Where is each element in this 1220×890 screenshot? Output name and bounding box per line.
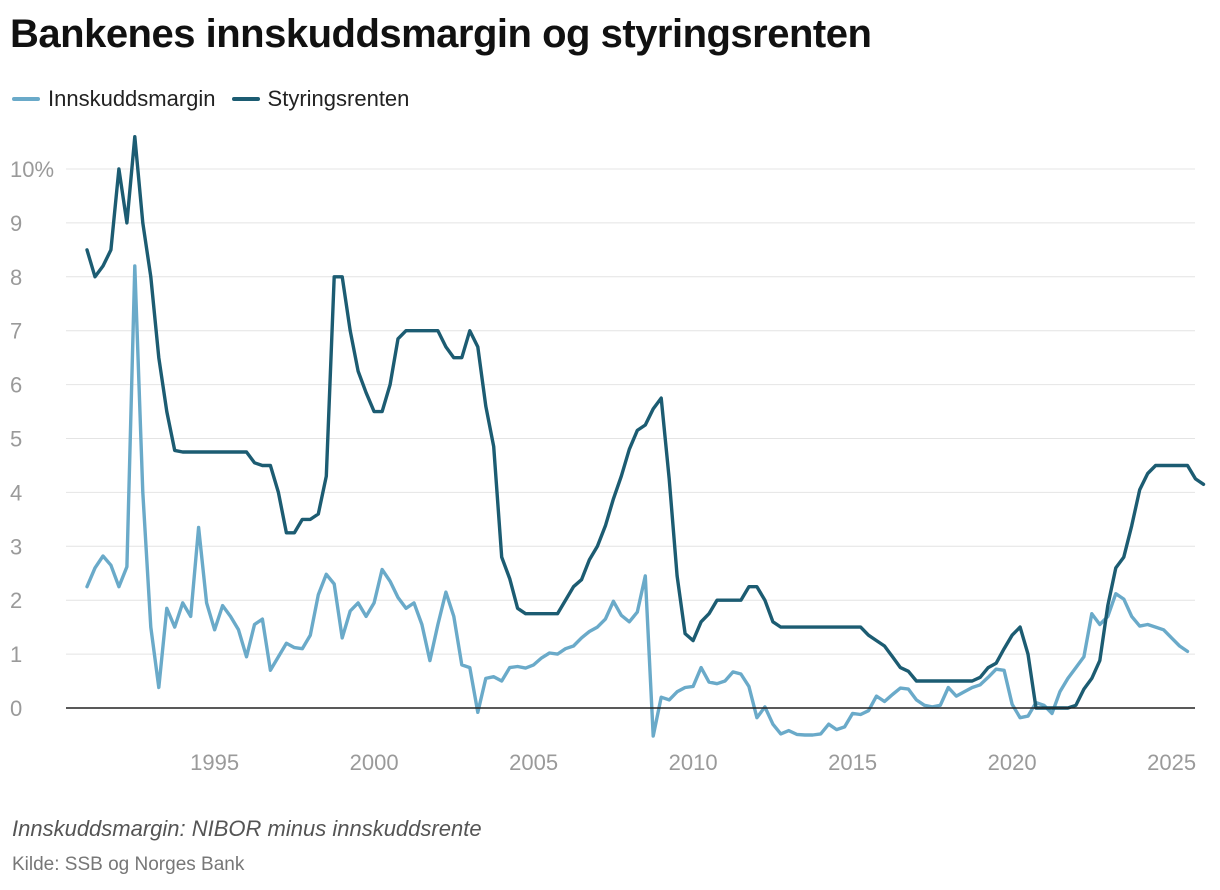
legend-item-margin: Innskuddsmargin bbox=[12, 86, 216, 112]
chart-note: Innskuddsmargin: NIBOR minus innskuddsre… bbox=[12, 816, 482, 841]
y-tick-label: 9 bbox=[10, 211, 22, 236]
legend-swatch-margin bbox=[12, 97, 40, 101]
x-tick-label: 2005 bbox=[509, 750, 558, 775]
series-line-innskuddsmargin bbox=[85, 264, 1190, 738]
x-tick-label: 2010 bbox=[669, 750, 718, 775]
y-tick-label: 5 bbox=[10, 427, 22, 452]
y-tick-label: 10% bbox=[10, 157, 54, 182]
legend-label-rate: Styringsrenten bbox=[267, 86, 410, 111]
chart-legend: Innskuddsmargin Styringsrenten bbox=[12, 86, 409, 112]
legend-item-rate: Styringsrenten bbox=[231, 86, 410, 112]
chart-source: Kilde: SSB og Norges Bank bbox=[12, 854, 245, 875]
y-tick-label: 4 bbox=[10, 480, 22, 505]
y-tick-label: 8 bbox=[10, 265, 22, 290]
y-tick-label: 0 bbox=[10, 696, 22, 721]
y-tick-label: 7 bbox=[10, 319, 22, 344]
line-chart: 0 1 2 3 4 5 6 7 8 9 10% 1995 2000 2005 2010 2015 2020 202… bbox=[10, 135, 1206, 775]
x-tick-label: 2020 bbox=[988, 750, 1037, 775]
y-tick-label: 3 bbox=[10, 534, 22, 559]
x-tick-label: 2015 bbox=[828, 750, 877, 775]
y-tick-label: 6 bbox=[10, 373, 22, 398]
x-tick-label: 1995 bbox=[190, 750, 239, 775]
y-tick-label: 2 bbox=[10, 588, 22, 613]
x-tick-label: 2000 bbox=[350, 750, 399, 775]
y-tick-label: 1 bbox=[10, 642, 22, 667]
page-title: Bankenes innskuddsmargin og styringsrent… bbox=[10, 12, 872, 56]
x-tick-label: 2025 bbox=[1147, 750, 1196, 775]
series-line-styringsrenten bbox=[85, 135, 1206, 710]
legend-label-margin: Innskuddsmargin bbox=[48, 86, 216, 111]
legend-swatch-rate bbox=[231, 97, 260, 101]
